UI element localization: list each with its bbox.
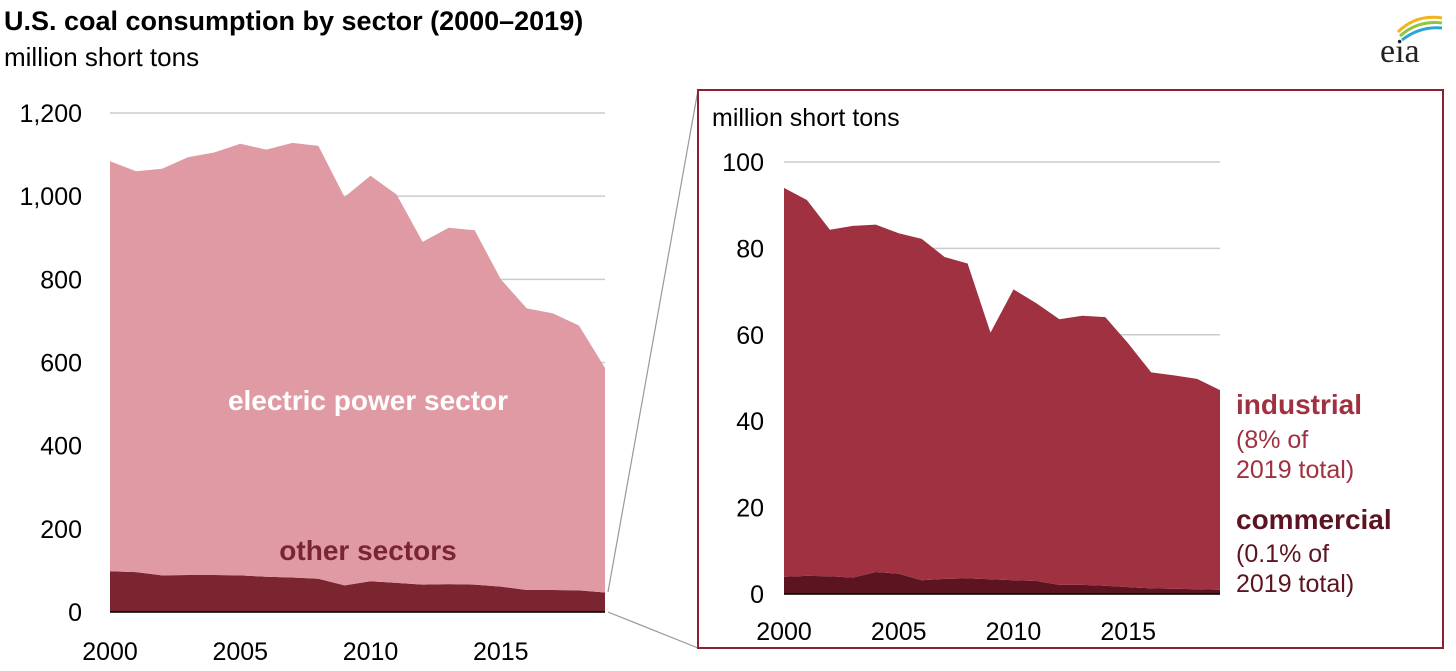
eia-logo: eia: [1380, 15, 1443, 68]
chart-subtitle: million short tons: [4, 42, 200, 72]
y-tick-label: 800: [40, 266, 82, 294]
y-tick-label: 400: [40, 433, 82, 461]
x-tick-label: 2010: [986, 618, 1042, 646]
area-industrial: [784, 187, 1220, 590]
label-industrial: industrial: [1236, 389, 1362, 420]
x-tick-label: 2015: [473, 638, 529, 666]
chart-title: U.S. coal consumption by sector (2000–20…: [4, 6, 584, 36]
label-commercial: commercial: [1236, 504, 1392, 535]
inset-chart: million short tons 0 20 40 60 80 100 2000 2005 20…: [607, 89, 1444, 649]
main-chart: 0 200 400 600 800 1,000 1,200 2000 2005 2010 2015 e…: [19, 100, 605, 666]
y-tick-label: 1,000: [19, 183, 82, 211]
y-tick-label: 0: [750, 581, 764, 609]
y-tick-label: 40: [736, 408, 764, 436]
area-electric-power-sector: [110, 142, 605, 593]
x-tick-label: 2000: [82, 638, 138, 666]
y-tick-label: 600: [40, 350, 82, 378]
x-tick-label: 2010: [343, 638, 399, 666]
note-industrial-line: (8% of: [1236, 426, 1308, 454]
label-electric-power-sector: electric power sector: [228, 385, 508, 416]
connector-line-bottom: [607, 611, 699, 649]
x-tick-label: 2015: [1100, 618, 1156, 646]
y-tick-label: 0: [68, 599, 82, 627]
note-commercial-line: 2019 total): [1236, 570, 1354, 598]
y-tick-label: 1,200: [19, 100, 82, 128]
label-other-sectors: other sectors: [279, 535, 456, 566]
y-tick-label: 60: [736, 322, 764, 350]
eia-logo-text: eia: [1380, 33, 1420, 68]
x-tick-label: 2005: [871, 618, 927, 646]
y-tick-label: 20: [736, 495, 764, 523]
x-tick-label: 2000: [756, 618, 812, 646]
x-tick-label: 2005: [212, 638, 268, 666]
y-tick-label: 100: [722, 149, 764, 177]
note-commercial-line: (0.1% of: [1236, 540, 1329, 568]
y-tick-label: 80: [736, 235, 764, 263]
y-tick-label: 200: [40, 516, 82, 544]
area-commercial: [784, 572, 1220, 594]
area-other-sectors: [110, 571, 605, 612]
note-industrial-line: 2019 total): [1236, 456, 1354, 484]
inset-ylabel: million short tons: [712, 104, 900, 132]
connector-line-top: [607, 89, 699, 593]
